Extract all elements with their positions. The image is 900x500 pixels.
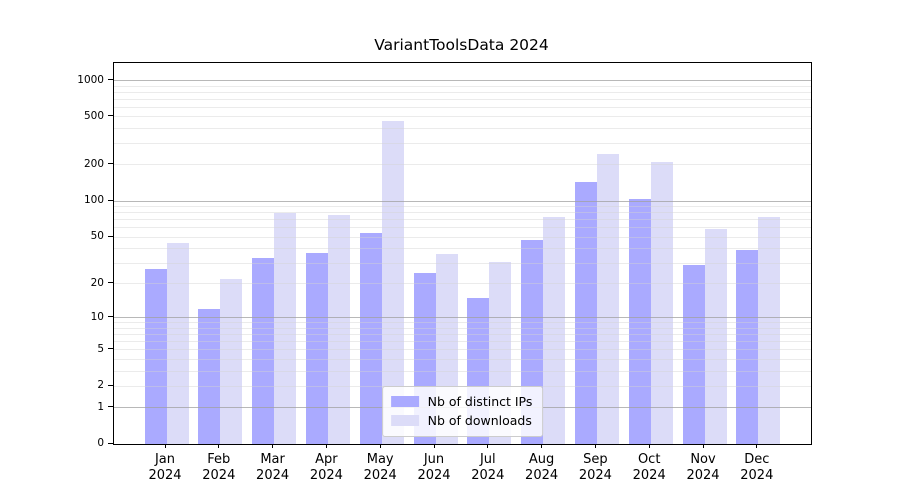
- y-tick-label-0: 0: [97, 437, 104, 449]
- y-tick-mark-100: [108, 199, 113, 201]
- y-tick-mark-10: [108, 316, 113, 318]
- bar-nb-of-distinct-ips-apr-2024: [305, 252, 329, 444]
- y-tick-mark-1: [108, 406, 113, 408]
- legend-label-downloads: Nb of downloads: [427, 413, 532, 428]
- x-tick-label-mar-2024: Mar 2024: [256, 452, 290, 483]
- gridline-minor-500: [114, 116, 811, 118]
- gridline-minor-400: [114, 128, 811, 130]
- bar-nb-of-distinct-ips-feb-2024: [198, 309, 221, 444]
- chart-title: VariantToolsData 2024: [374, 36, 549, 54]
- y-tick-label-20: 20: [90, 276, 104, 289]
- bar-nb-of-distinct-ips-jan-2024: [144, 268, 167, 444]
- bar-nb-of-downloads-sep-2024: [596, 154, 619, 444]
- y-tick-mark-1000: [108, 79, 113, 80]
- x-tick-mark-jul-2024: [487, 444, 489, 448]
- bar-nb-of-distinct-ips-oct-2024: [628, 198, 652, 444]
- bar-nb-of-downloads-dec-2024: [758, 216, 781, 444]
- x-tick-mark-apr-2024: [325, 444, 327, 448]
- y-tick-label-200: 200: [83, 157, 104, 170]
- x-tick-label-dec-2024: Dec 2024: [740, 452, 774, 483]
- legend-swatch-distinct-ips: [390, 396, 419, 407]
- x-tick-mark-aug-2024: [541, 444, 543, 448]
- x-tick-mark-oct-2024: [648, 444, 650, 448]
- plot-area: Nb of distinct IPs Nb of downloads: [113, 62, 812, 445]
- x-tick-label-jul-2024: Jul 2024: [471, 452, 505, 483]
- y-tick-label-1000: 1000: [77, 73, 104, 86]
- gridline-minor-70: [114, 219, 811, 221]
- y-tick-label-10: 10: [90, 310, 104, 323]
- legend-label-distinct-ips: Nb of distinct IPs: [427, 394, 533, 409]
- y-tick-mark-5: [108, 348, 113, 350]
- x-tick-label-sep-2024: Sep 2024: [578, 452, 612, 483]
- bar-nb-of-distinct-ips-sep-2024: [574, 182, 598, 444]
- y-tick-mark-50: [108, 235, 113, 237]
- bar-nb-of-downloads-may-2024: [381, 121, 404, 444]
- x-tick-mark-jun-2024: [433, 444, 435, 448]
- gridline-minor-90: [114, 206, 811, 208]
- x-tick-mark-feb-2024: [218, 444, 220, 448]
- y-tick-label-500: 500: [83, 109, 104, 122]
- y-tick-label-5: 5: [97, 342, 104, 355]
- x-tick-label-jun-2024: Jun 2024: [417, 452, 451, 483]
- y-tick-mark-200: [108, 163, 113, 165]
- gridline-minor-300: [114, 143, 811, 145]
- x-tick-mark-may-2024: [379, 444, 381, 448]
- legend: Nb of distinct IPs Nb of downloads: [381, 386, 544, 437]
- x-tick-mark-jan-2024: [164, 444, 166, 448]
- x-tick-mark-mar-2024: [272, 444, 274, 448]
- legend-swatch-downloads: [390, 415, 419, 426]
- x-tick-label-feb-2024: Feb 2024: [202, 452, 236, 483]
- x-tick-mark-nov-2024: [702, 444, 704, 448]
- gridline-minor-600: [114, 106, 811, 108]
- x-tick-label-may-2024: May 2024: [363, 452, 397, 483]
- y-tick-label-1: 1: [97, 400, 104, 413]
- bar-nb-of-downloads-feb-2024: [220, 279, 243, 444]
- bar-nb-of-downloads-jan-2024: [166, 242, 189, 444]
- gridline-minor-80: [114, 212, 811, 214]
- x-tick-label-nov-2024: Nov 2024: [686, 452, 720, 483]
- y-tick-mark-500: [108, 115, 113, 117]
- y-tick-label-50: 50: [90, 230, 104, 243]
- x-tick-mark-dec-2024: [756, 444, 758, 448]
- bar-nb-of-distinct-ips-may-2024: [359, 233, 383, 444]
- bar-nb-of-distinct-ips-nov-2024: [682, 265, 705, 444]
- legend-item-distinct-ips: Nb of distinct IPs: [390, 392, 533, 411]
- legend-item-downloads: Nb of downloads: [390, 411, 533, 430]
- bar-nb-of-downloads-mar-2024: [274, 212, 297, 444]
- y-tick-label-100: 100: [83, 194, 104, 207]
- y-tick-mark-0: [108, 442, 113, 444]
- gridline-major-100: [114, 200, 811, 202]
- bar-nb-of-downloads-apr-2024: [327, 214, 350, 444]
- gridline-minor-800: [114, 91, 811, 93]
- bar-nb-of-distinct-ips-mar-2024: [252, 258, 275, 444]
- gridline-minor-200: [114, 164, 811, 166]
- x-tick-label-oct-2024: Oct 2024: [632, 452, 666, 483]
- bar-nb-of-downloads-aug-2024: [543, 216, 566, 444]
- x-tick-mark-sep-2024: [594, 444, 596, 448]
- y-tick-mark-2: [108, 384, 113, 386]
- gridline-minor-700: [114, 98, 811, 100]
- gridline-major-1000: [114, 80, 811, 81]
- x-tick-label-jan-2024: Jan 2024: [148, 452, 182, 483]
- y-tick-mark-20: [108, 282, 113, 284]
- bar-nb-of-downloads-oct-2024: [650, 162, 673, 444]
- bar-nb-of-downloads-nov-2024: [704, 228, 727, 444]
- bar-nb-of-distinct-ips-dec-2024: [736, 249, 759, 444]
- x-tick-label-aug-2024: Aug 2024: [525, 452, 559, 483]
- x-tick-label-apr-2024: Apr 2024: [309, 452, 343, 483]
- gridline-minor-900: [114, 85, 811, 87]
- y-tick-label-2: 2: [97, 379, 104, 392]
